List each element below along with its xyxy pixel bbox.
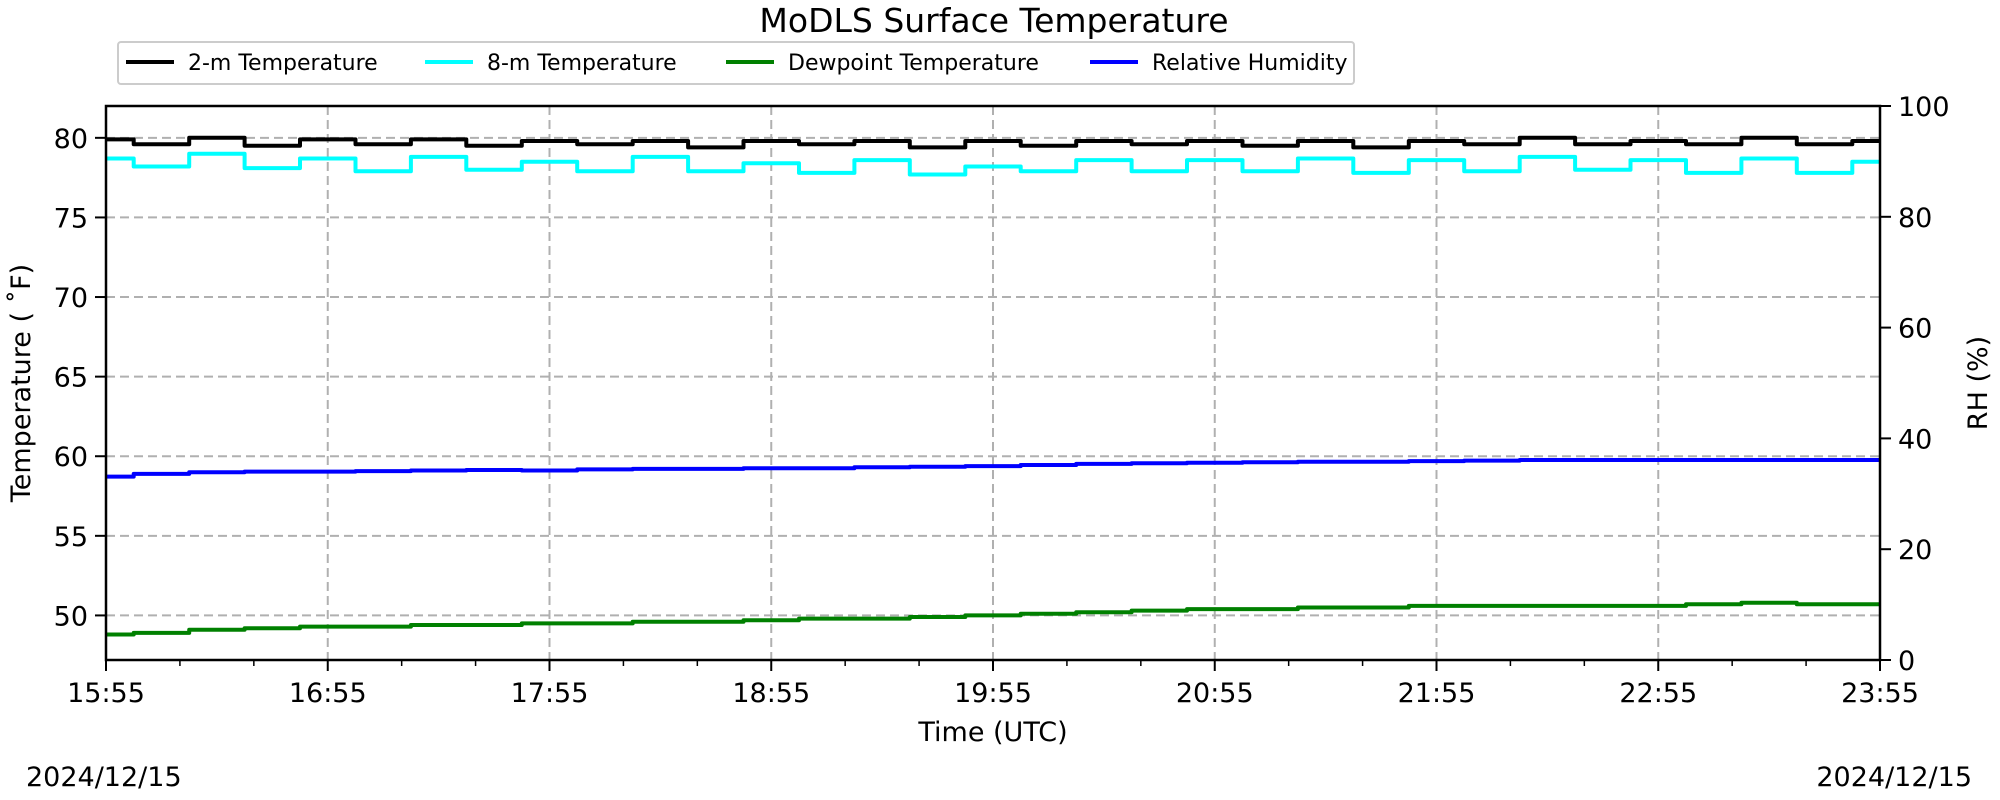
x-tick-label: 19:55 <box>954 678 1032 709</box>
series-line-8-m-temperature <box>106 151 1880 177</box>
date-end-label: 2024/12/15 <box>1816 762 1972 793</box>
y-axis-label: Temperature ( ˚F) <box>6 264 37 503</box>
series-line-relative-humidity <box>106 458 1880 479</box>
x-tick-label: 18:55 <box>732 678 810 709</box>
x-tick-label: 22:55 <box>1619 678 1697 709</box>
y-tick-label: 60 <box>54 442 88 473</box>
x-tick-label: 21:55 <box>1398 678 1476 709</box>
y-tick-label: 70 <box>54 283 88 314</box>
grid-lines <box>106 106 1880 660</box>
series-layer <box>106 135 1880 637</box>
x-tick-label: 23:55 <box>1841 678 1919 709</box>
y2-tick-label: 80 <box>1898 203 1932 234</box>
date-start-label: 2024/12/15 <box>26 762 182 793</box>
right-y-axis-label: RH (%) <box>1963 336 1994 430</box>
legend-label: Relative Humidity <box>1152 51 1347 76</box>
y2-tick-label: 20 <box>1898 535 1932 566</box>
y2-tick-label: 40 <box>1898 424 1932 455</box>
y2-tick-label: 60 <box>1898 314 1932 345</box>
x-tick-label: 17:55 <box>511 678 589 709</box>
x-axis-label: Time (UTC) <box>917 717 1067 748</box>
y-tick-label: 75 <box>54 203 88 234</box>
x-tick-label: 20:55 <box>1176 678 1254 709</box>
x-axis: 15:55 16:55 17:55 18:55 19:55 20:55 21:55 22:55… <box>67 660 1919 709</box>
series-line-dewpoint-temperature <box>106 600 1880 637</box>
chart-title: MoDLS Surface Temperature <box>759 1 1228 40</box>
y-tick-label: 65 <box>54 363 88 394</box>
x-tick-label: 16:55 <box>289 678 367 709</box>
legend: 2-m Temperature 8-m Temperature Dewpoint T… <box>117 41 1355 85</box>
legend-label: 8-m Temperature <box>487 51 677 76</box>
y2-tick-label: 100 <box>1898 92 1950 123</box>
y-tick-label: 50 <box>54 601 88 632</box>
legend-label: Dewpoint Temperature <box>788 51 1039 76</box>
left-y-axis: 50 55 60 65 70 75 80 <box>54 124 106 632</box>
x-tick-label: 15:55 <box>67 678 145 709</box>
y2-tick-label: 0 <box>1898 646 1915 677</box>
series-line-2-m-temperature <box>106 135 1880 150</box>
right-y-axis: 0 20 40 60 80 100 <box>1880 92 1950 677</box>
legend-label: 2-m Temperature <box>188 51 378 76</box>
y-tick-label: 80 <box>54 124 88 155</box>
y-tick-label: 55 <box>54 522 88 553</box>
